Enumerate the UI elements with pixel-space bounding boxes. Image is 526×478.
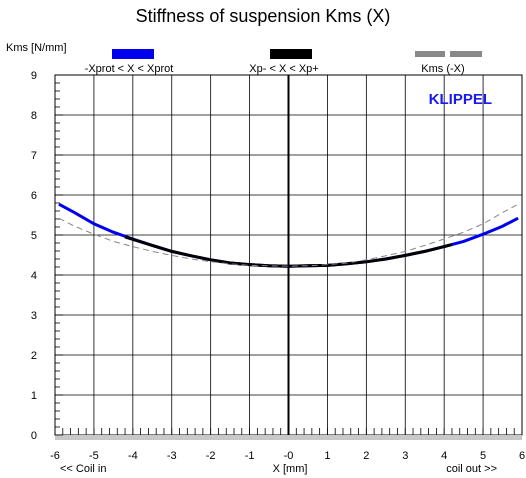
y-tick-label: 5 — [31, 230, 37, 242]
y-tick-label: 7 — [31, 150, 37, 162]
y-tick-label: 3 — [31, 310, 37, 322]
x-tick-label: 6 — [519, 450, 525, 462]
x-tick-label: 2 — [363, 450, 369, 462]
grid-lines — [54, 74, 523, 436]
x-axis-label-left: << Coil in — [60, 463, 106, 475]
x-tick-label: 5 — [480, 450, 486, 462]
legend-swatch — [112, 49, 154, 59]
series-lines — [58, 202, 519, 268]
legend-label: Xp- < X < Xp+ — [249, 63, 318, 75]
x-axis-label: X [mm] — [273, 463, 308, 475]
tick-labels: 0 1 2 3 4 5 6 7 8 9 -6 -5 -4 -3 -2 -1 -0 1 2 3 4 5 6 — [31, 70, 525, 462]
y-axis-label: Kms [N/mm] — [6, 42, 67, 54]
legend-swatch — [450, 51, 482, 57]
series-line — [58, 203, 519, 267]
chart-title: Stiffness of suspension Kms (X) — [135, 6, 391, 26]
series-line — [124, 235, 453, 268]
x-tick-label: -2 — [206, 450, 216, 462]
y-tick-label: 2 — [31, 350, 37, 362]
x-axis-bar — [55, 435, 522, 440]
legend-label: -Xprot < X < Xprot — [85, 63, 174, 75]
x-tick-label: 4 — [441, 450, 447, 462]
x-tick-label: -1 — [245, 450, 255, 462]
x-tick-label: 1 — [324, 450, 330, 462]
brand-label: KLIPPEL — [429, 91, 492, 108]
y-tick-label: 4 — [31, 270, 37, 282]
x-tick-label: 3 — [402, 450, 408, 462]
y-tick-label: 8 — [31, 110, 37, 122]
x-tick-label: -6 — [50, 450, 60, 462]
y-tick-label: 1 — [31, 390, 37, 402]
y-tick-label: 6 — [31, 190, 37, 202]
legend-swatch — [270, 49, 312, 59]
y-tick-label: 0 — [31, 430, 37, 442]
x-axis-label-right: coil out >> — [446, 463, 497, 475]
x-tick-label: -0 — [284, 450, 294, 462]
x-tick-label: -5 — [89, 450, 99, 462]
x-tick-label: -4 — [128, 450, 138, 462]
tick-marks — [54, 74, 523, 436]
y-tick-label: 9 — [31, 70, 37, 82]
x-tick-label: -3 — [167, 450, 177, 462]
legend: -Xprot < X < Xprot Xp- < X < Xp+ Kms (-X) — [85, 49, 482, 75]
legend-swatch — [415, 51, 445, 57]
legend-label: Kms (-X) — [421, 63, 464, 75]
